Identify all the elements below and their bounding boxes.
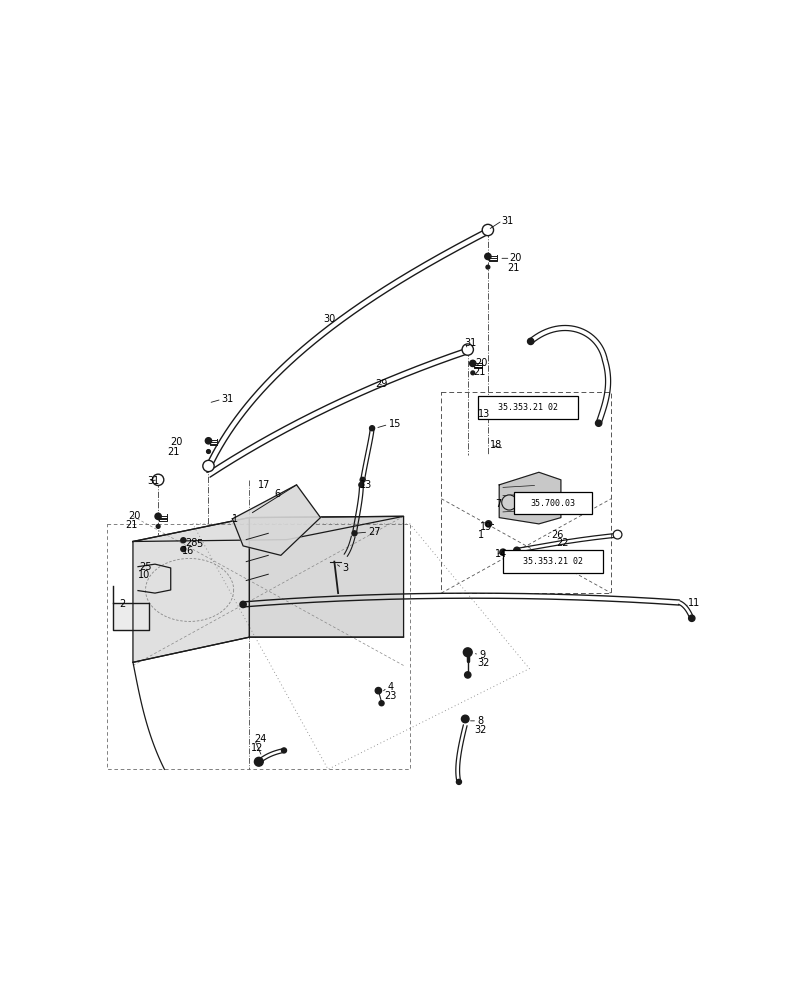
Text: 11: 11 xyxy=(687,598,699,608)
Circle shape xyxy=(500,549,505,555)
Circle shape xyxy=(469,360,475,367)
Circle shape xyxy=(594,420,601,426)
Text: 13: 13 xyxy=(359,480,371,490)
Text: 20: 20 xyxy=(169,437,182,447)
Circle shape xyxy=(351,531,357,536)
Text: 25: 25 xyxy=(139,562,152,572)
Text: 8: 8 xyxy=(477,716,483,726)
Circle shape xyxy=(203,460,214,472)
Text: 35.353.21 02: 35.353.21 02 xyxy=(523,557,582,566)
Text: 18: 18 xyxy=(490,440,502,450)
Circle shape xyxy=(461,344,473,355)
Text: 4: 4 xyxy=(387,682,393,692)
Circle shape xyxy=(470,371,474,375)
Text: 7: 7 xyxy=(494,499,500,509)
Text: 24: 24 xyxy=(254,734,267,744)
Text: 23: 23 xyxy=(384,691,396,701)
Polygon shape xyxy=(133,516,403,541)
Polygon shape xyxy=(133,518,249,662)
Circle shape xyxy=(486,265,489,269)
Text: 30: 30 xyxy=(323,314,335,324)
Polygon shape xyxy=(232,485,320,555)
Circle shape xyxy=(485,521,491,527)
FancyBboxPatch shape xyxy=(503,550,603,573)
Text: 31: 31 xyxy=(500,216,513,226)
Text: 1: 1 xyxy=(477,530,483,540)
Circle shape xyxy=(379,701,384,706)
Circle shape xyxy=(369,426,374,431)
Polygon shape xyxy=(499,472,560,524)
Text: 15: 15 xyxy=(388,419,401,429)
Text: 31: 31 xyxy=(463,338,475,348)
Circle shape xyxy=(463,648,471,657)
Circle shape xyxy=(464,672,470,678)
Text: 6: 6 xyxy=(273,489,280,499)
Text: 5: 5 xyxy=(195,539,202,549)
Polygon shape xyxy=(113,586,148,630)
Circle shape xyxy=(156,525,160,528)
Circle shape xyxy=(206,450,210,453)
Text: 10: 10 xyxy=(138,570,150,580)
Text: 20: 20 xyxy=(474,358,487,368)
Text: 19: 19 xyxy=(479,522,491,532)
Circle shape xyxy=(360,477,365,482)
Circle shape xyxy=(358,482,363,487)
Text: 9: 9 xyxy=(478,650,485,660)
Circle shape xyxy=(254,757,263,766)
Text: 29: 29 xyxy=(375,379,387,389)
Text: 16: 16 xyxy=(182,546,194,556)
Circle shape xyxy=(482,224,493,236)
FancyBboxPatch shape xyxy=(513,492,592,514)
Text: 20: 20 xyxy=(508,253,521,263)
Circle shape xyxy=(375,687,381,694)
Circle shape xyxy=(205,438,212,444)
Text: 35.700.03: 35.700.03 xyxy=(530,499,575,508)
Text: 1: 1 xyxy=(231,514,238,524)
Text: 21: 21 xyxy=(506,263,518,273)
Circle shape xyxy=(513,547,519,553)
Text: 3: 3 xyxy=(341,563,348,573)
Text: 22: 22 xyxy=(556,538,568,548)
Text: 31: 31 xyxy=(148,476,160,486)
Circle shape xyxy=(181,547,186,552)
Text: 14: 14 xyxy=(495,549,507,559)
Text: 27: 27 xyxy=(368,527,380,537)
Circle shape xyxy=(240,601,246,608)
Text: 32: 32 xyxy=(474,725,487,735)
Circle shape xyxy=(461,715,469,723)
Text: 20: 20 xyxy=(128,511,140,521)
Circle shape xyxy=(688,615,694,621)
Text: 21: 21 xyxy=(167,447,180,457)
Circle shape xyxy=(612,530,621,539)
Circle shape xyxy=(281,748,286,753)
Text: 35.353.21 02: 35.353.21 02 xyxy=(497,403,557,412)
Text: 28: 28 xyxy=(185,538,197,548)
Text: 17: 17 xyxy=(258,480,270,490)
Circle shape xyxy=(527,338,533,345)
FancyBboxPatch shape xyxy=(477,396,577,419)
Text: 31: 31 xyxy=(221,394,233,404)
Text: 13: 13 xyxy=(477,409,490,419)
Text: 26: 26 xyxy=(551,530,563,540)
Circle shape xyxy=(155,513,161,519)
Text: 32: 32 xyxy=(477,658,489,668)
Circle shape xyxy=(501,495,517,510)
Polygon shape xyxy=(249,516,403,637)
Text: 12: 12 xyxy=(251,743,264,753)
Text: 21: 21 xyxy=(125,520,138,530)
Text: 2: 2 xyxy=(119,599,125,609)
Circle shape xyxy=(152,474,164,485)
Text: 21: 21 xyxy=(472,367,484,377)
Circle shape xyxy=(181,538,186,543)
Circle shape xyxy=(484,253,491,260)
Circle shape xyxy=(456,779,461,784)
